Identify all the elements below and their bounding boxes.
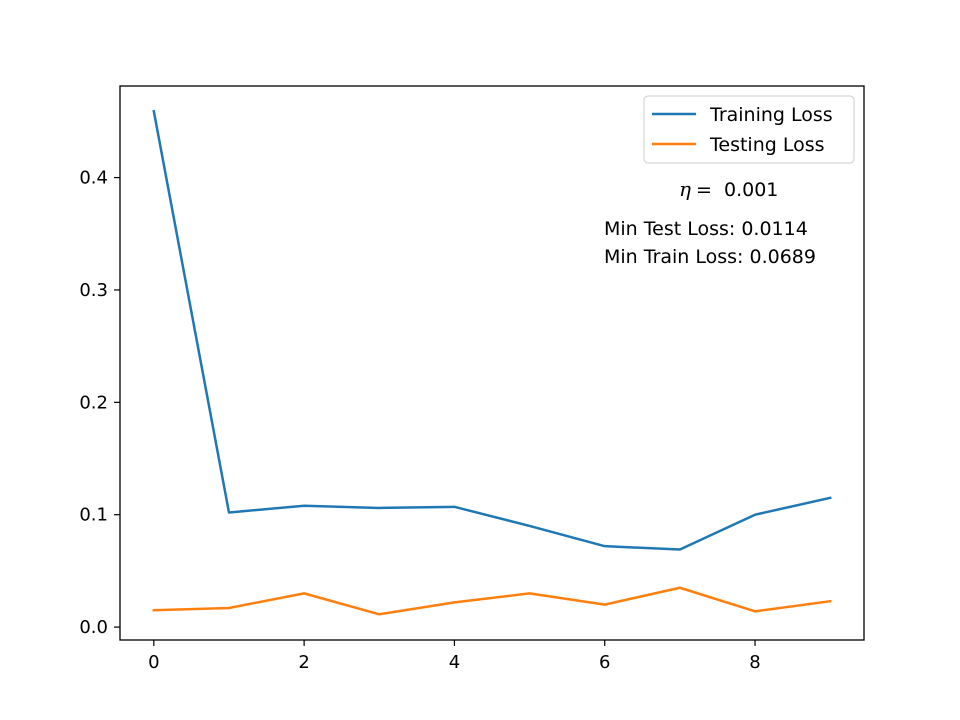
series-line-testing-loss [152,586,832,616]
y-tick-label: 0.3 [79,280,108,301]
eta-equals: = [696,179,712,201]
legend-label-testing-loss: Testing Loss [709,134,825,156]
eta-value: 0.001 [724,179,778,201]
x-tick-label: 4 [449,652,460,673]
eta-symbol: η [679,177,691,201]
min-test-loss-label: Min Test Loss: 0.0114 [604,218,808,240]
x-tick-label: 8 [749,652,760,673]
y-tick-label: 0.1 [79,505,108,526]
series-layer [152,109,832,616]
series-line-training-loss [152,109,832,551]
x-tick-label: 2 [298,652,309,673]
x-tick-label: 0 [148,652,159,673]
ticks-layer: 0 2 4 6 8 0.0 0.1 0.2 0.3 0.4 [79,168,760,673]
plot-frame [119,85,865,641]
y-tick-label: 0.0 [79,617,108,638]
legend-label-training-loss: Training Loss [709,104,833,126]
x-tick-label: 6 [599,652,610,673]
annotations: η = 0.001 Min Test Loss: 0.0114 Min Trai… [604,177,816,268]
legend: Training Loss Testing Loss [643,95,855,164]
y-tick-label: 0.2 [79,392,108,413]
y-tick-label: 0.4 [79,168,108,189]
legend-box [643,95,855,164]
min-train-loss-label: Min Train Loss: 0.0689 [604,246,816,268]
